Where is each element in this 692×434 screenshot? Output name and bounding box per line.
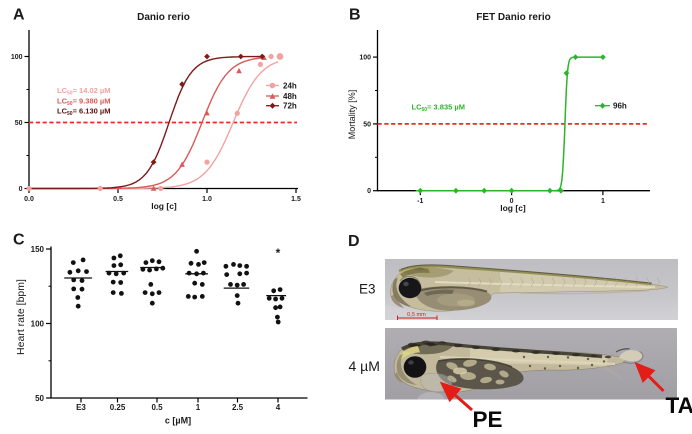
svg-text:2.5: 2.5 [232, 403, 244, 412]
svg-text:0.5: 0.5 [113, 196, 123, 203]
svg-text:0.25: 0.25 [110, 403, 126, 412]
svg-text:96h: 96h [613, 102, 627, 111]
svg-text:Mortality [%]: Mortality [%] [347, 90, 357, 140]
svg-text:50: 50 [363, 121, 371, 128]
svg-text:c [µM]: c [µM] [165, 416, 191, 426]
svg-text:log [c]: log [c] [151, 201, 177, 211]
svg-text:PE: PE [473, 407, 503, 429]
svg-text:*: * [276, 246, 281, 260]
svg-text:24h: 24h [283, 81, 297, 90]
svg-text:100: 100 [359, 55, 371, 62]
svg-text:50: 50 [15, 120, 23, 127]
svg-text:150: 150 [31, 245, 45, 254]
svg-text:4: 4 [276, 403, 281, 412]
svg-text:C: C [13, 232, 25, 249]
svg-text:4 µM: 4 µM [349, 358, 380, 374]
svg-text:48h: 48h [283, 92, 297, 101]
svg-text:50: 50 [35, 394, 44, 403]
svg-text:100: 100 [11, 54, 23, 61]
svg-text:1: 1 [196, 403, 201, 412]
svg-text:Danio rerio: Danio rerio [137, 12, 190, 23]
svg-text:0.0: 0.0 [24, 196, 34, 203]
svg-text:B: B [349, 7, 361, 24]
svg-text:0: 0 [367, 188, 371, 195]
svg-text:1: 1 [601, 198, 605, 205]
svg-text:Heart rate [bpm]: Heart rate [bpm] [15, 279, 27, 355]
svg-text:FET Danio rerio: FET Danio rerio [476, 12, 550, 23]
svg-text:0.5: 0.5 [151, 403, 163, 412]
svg-text:1.5: 1.5 [291, 196, 301, 203]
svg-text:100: 100 [31, 319, 45, 328]
svg-text:0,5 mm: 0,5 mm [407, 312, 426, 318]
svg-text:E3: E3 [76, 403, 86, 412]
svg-text:log [c]: log [c] [500, 203, 526, 213]
svg-text:72h: 72h [283, 102, 297, 111]
svg-text:A: A [13, 7, 25, 24]
svg-text:1.0: 1.0 [202, 196, 212, 203]
svg-text:-1: -1 [417, 198, 423, 205]
svg-text:D: D [348, 233, 360, 250]
svg-text:TA: TA [666, 393, 692, 418]
svg-text:E3: E3 [359, 282, 376, 297]
svg-text:0: 0 [19, 186, 23, 193]
